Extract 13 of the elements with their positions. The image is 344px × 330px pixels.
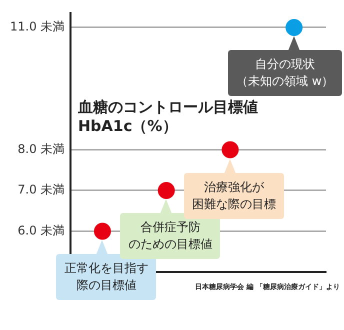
y-tick-label: 11.0 未満 xyxy=(10,20,65,34)
annotation: 正常化を目指す際の目標値 xyxy=(64,260,148,294)
y-tick-label: 8.0 未満 xyxy=(18,142,65,156)
y-tick-label: 7.0 未満 xyxy=(18,182,65,197)
annotation: 自分の現状（未知の領域 w） xyxy=(236,56,334,90)
point xyxy=(286,18,303,36)
annotation: 治療強化が困難な際の目標 xyxy=(192,178,276,213)
point xyxy=(222,141,239,158)
annotation: 合併症予防のための目標値 xyxy=(128,219,212,254)
point xyxy=(158,182,175,199)
point xyxy=(94,222,111,240)
y-tick-label: 6.0 未満 xyxy=(18,223,65,238)
text: 血糖のコントロール目標値 HbA1c（%） xyxy=(78,98,258,136)
